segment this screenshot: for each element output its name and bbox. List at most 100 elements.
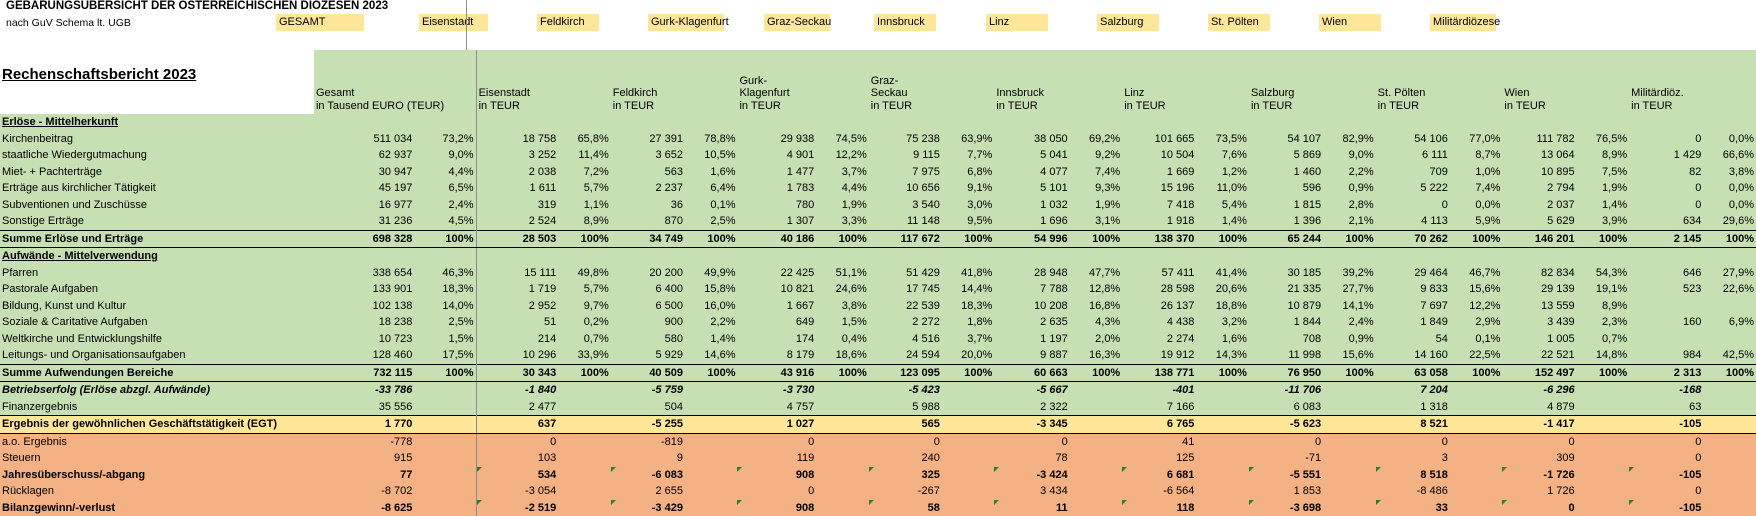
- percent-cell: 100%: [1703, 230, 1756, 248]
- percent-cell: [942, 382, 995, 399]
- percent-cell: 18,8%: [1196, 298, 1249, 315]
- value-cell: 1 197: [994, 331, 1069, 348]
- percent-cell: 6,5%: [414, 180, 476, 197]
- value-cell: 40 186: [737, 230, 816, 248]
- percent-cell: 9,2%: [1070, 147, 1123, 164]
- column-name-line: Klagenfurt: [739, 87, 866, 100]
- percent-cell: 1,4%: [1577, 197, 1630, 214]
- percent-cell: [1577, 450, 1630, 467]
- percent-cell: [1450, 483, 1503, 500]
- value-cell: 28 503: [476, 230, 558, 248]
- value-cell: 6 083: [1249, 399, 1323, 416]
- value-cell: 2 322: [994, 399, 1069, 416]
- value-cell: -6 083: [611, 467, 685, 484]
- percent-cell: 1,2%: [1196, 164, 1249, 181]
- percent-cell: 8,9%: [1577, 298, 1630, 315]
- percent-cell: 18,6%: [816, 347, 869, 364]
- value-cell: 54 106: [1376, 131, 1450, 148]
- value-cell: 6 111: [1376, 147, 1450, 164]
- percent-cell: 15,6%: [1450, 281, 1503, 298]
- percent-cell: 9,0%: [414, 147, 476, 164]
- percent-cell: [942, 483, 995, 500]
- value-cell: 1 307: [737, 213, 816, 230]
- value-cell: 174: [737, 331, 816, 348]
- value-cell: 2 274: [1122, 331, 1196, 348]
- value-cell: 2 794: [1502, 180, 1576, 197]
- value-cell: 9 115: [869, 147, 942, 164]
- column-name-line: Gesamt: [316, 87, 474, 100]
- value-cell: [737, 114, 816, 131]
- percent-cell: 1,6%: [685, 164, 738, 181]
- value-cell: 28 598: [1122, 281, 1196, 298]
- tag-eisenstadt: Eisenstadt: [419, 14, 488, 31]
- percent-cell: [1703, 433, 1756, 450]
- value-cell: 125: [1122, 450, 1196, 467]
- percent-cell: 100%: [1196, 230, 1249, 248]
- value-cell: 35 556: [314, 399, 414, 416]
- percent-cell: [1577, 433, 1630, 450]
- value-cell: 28 948: [994, 265, 1069, 282]
- value-cell: 1 667: [737, 298, 816, 315]
- percent-cell: [1323, 416, 1376, 434]
- percent-cell: 100%: [1323, 364, 1376, 382]
- value-cell: 870: [611, 213, 685, 230]
- percent-cell: 18,3%: [414, 281, 476, 298]
- percent-cell: 29,6%: [1703, 213, 1756, 230]
- value-cell: 240: [869, 450, 942, 467]
- value-cell: 709: [1376, 164, 1450, 181]
- value-cell: -267: [869, 483, 942, 500]
- percent-cell: [685, 399, 738, 416]
- percent-cell: [1577, 399, 1630, 416]
- percent-cell: 11,4%: [558, 147, 611, 164]
- value-cell: 0: [1629, 180, 1703, 197]
- value-cell: -1 726: [1502, 467, 1576, 484]
- value-cell: 2 477: [476, 399, 558, 416]
- value-cell: 3 540: [869, 197, 942, 214]
- value-cell: 22 539: [869, 298, 942, 315]
- value-cell: -11 706: [1249, 382, 1323, 399]
- table-row: Betriebserfolg (Erlöse abzgl. Aufwände)-…: [0, 382, 1756, 399]
- value-cell: 14 160: [1376, 347, 1450, 364]
- value-cell: 7 418: [1122, 197, 1196, 214]
- percent-cell: 100%: [685, 230, 738, 248]
- value-cell: 5 929: [611, 347, 685, 364]
- percent-cell: [1323, 248, 1376, 265]
- value-cell: 30 343: [476, 364, 558, 382]
- percent-cell: 6,4%: [685, 180, 738, 197]
- value-cell: 2 524: [476, 213, 558, 230]
- percent-cell: [816, 114, 869, 131]
- percent-cell: 14,6%: [685, 347, 738, 364]
- value-cell: 908: [737, 500, 816, 516]
- percent-cell: 54,3%: [1577, 265, 1630, 282]
- value-cell: 2 237: [611, 180, 685, 197]
- column-unit: in TEUR: [1378, 100, 1501, 113]
- value-cell: 732 115: [314, 364, 414, 382]
- value-cell: 30 185: [1249, 265, 1323, 282]
- percent-cell: [942, 399, 995, 416]
- value-cell: 54: [1376, 331, 1450, 348]
- value-cell: 119: [737, 450, 816, 467]
- percent-cell: 42,5%: [1703, 347, 1756, 364]
- value-cell: 5 988: [869, 399, 942, 416]
- value-cell: -5 623: [1249, 416, 1323, 434]
- percent-cell: 2,5%: [685, 213, 738, 230]
- percent-cell: 100%: [1070, 364, 1123, 382]
- percent-cell: [685, 248, 738, 265]
- percent-cell: [414, 382, 476, 399]
- value-cell: [314, 248, 414, 265]
- value-cell: 563: [611, 164, 685, 181]
- percent-cell: 4,4%: [816, 180, 869, 197]
- percent-cell: 2,8%: [1323, 197, 1376, 214]
- percent-cell: [414, 416, 476, 434]
- percent-cell: 100%: [1703, 364, 1756, 382]
- value-cell: 15 196: [1122, 180, 1196, 197]
- value-cell: 2 272: [869, 314, 942, 331]
- value-cell: 0: [1629, 131, 1703, 148]
- percent-cell: 20,6%: [1196, 281, 1249, 298]
- percent-cell: [685, 500, 738, 516]
